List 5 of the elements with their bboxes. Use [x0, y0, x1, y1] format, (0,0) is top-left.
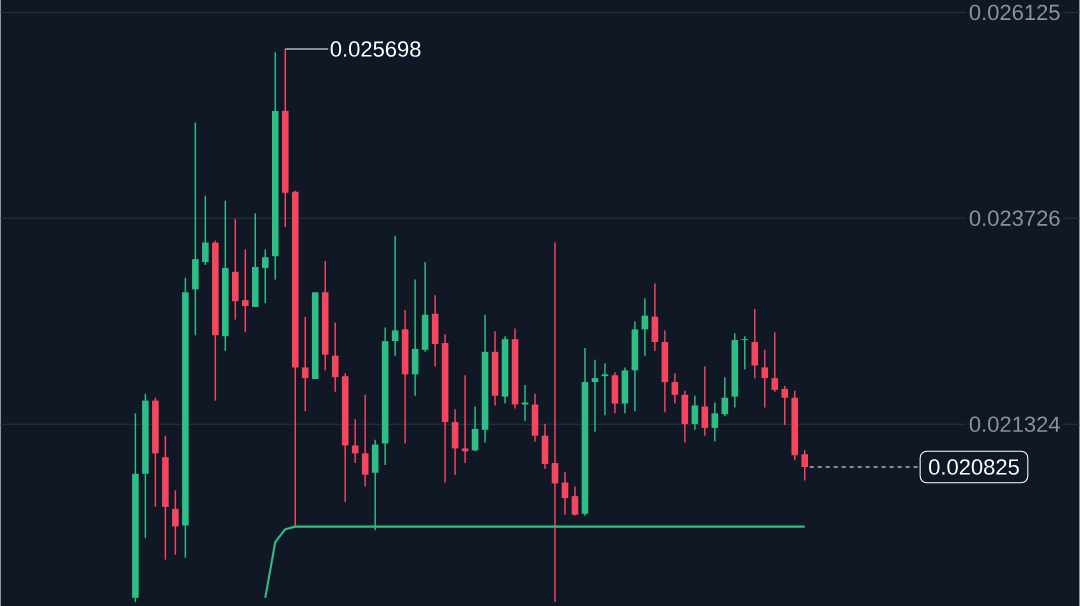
y-tick-label: 0.026125 — [969, 4, 1060, 21]
y-tick-label: 0.023726 — [969, 210, 1060, 226]
ref-line-label: 0.020825 — [929, 459, 1019, 475]
y-tick-label: 0.021324 — [969, 416, 1060, 432]
annotation: 0.025698 — [330, 41, 421, 57]
